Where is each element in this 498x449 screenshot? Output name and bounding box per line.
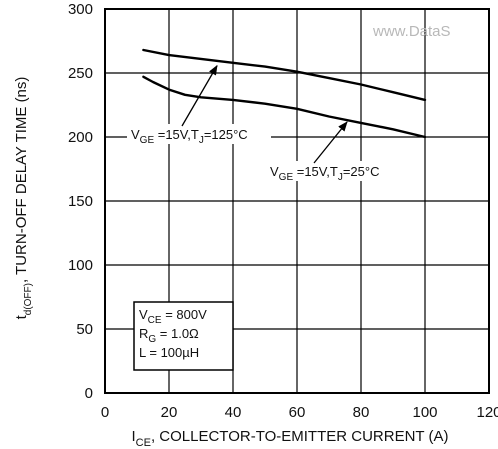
conditions-line-1-rest: = 800V bbox=[162, 307, 208, 322]
series-label-1-a: V bbox=[131, 127, 140, 142]
series-label-2-b-sub: J bbox=[338, 172, 343, 183]
x-axis-title-sub: CE bbox=[136, 437, 151, 449]
series-label-2-c: =25°C bbox=[343, 164, 380, 179]
y-tick-250: 250 bbox=[68, 65, 93, 82]
conditions-line-2-main: R bbox=[139, 326, 148, 341]
series-label-1-c: =125°C bbox=[204, 127, 248, 142]
y-tick-0: 0 bbox=[85, 385, 93, 402]
x-axis-title-main: I bbox=[132, 428, 136, 445]
plot-frame bbox=[104, 8, 490, 394]
y-axis-title-sub: d(OFF) bbox=[23, 283, 34, 315]
y-axis-title: td(OFF), TURN-OFF DELAY TIME (ns) bbox=[13, 77, 34, 320]
conditions-line-1-sub: CE bbox=[148, 315, 162, 326]
y-tick-labels: 0 50 100 150 200 250 300 bbox=[68, 1, 93, 402]
series-label-1-b-sub: J bbox=[199, 135, 204, 146]
watermark: www.DataS bbox=[372, 23, 451, 40]
series-arrow-2 bbox=[313, 121, 348, 164]
x-tick-20: 20 bbox=[161, 404, 178, 421]
conditions-line-3-main: L bbox=[139, 345, 146, 360]
x-axis-title-rest: , COLLECTOR-TO-EMITTER CURRENT (A) bbox=[151, 428, 449, 445]
series-label-1-bg bbox=[127, 124, 271, 144]
series-label-2-a-sub: GE bbox=[279, 172, 294, 183]
series-label-1: VGE =15V,TJ=125°C bbox=[131, 127, 248, 146]
conditions-line-1-main: V bbox=[139, 307, 148, 322]
conditions-line-1: VCE = 800V bbox=[139, 307, 207, 326]
conditions-line-2-rest: = 1.0Ω bbox=[156, 326, 199, 341]
conditions-line-2-sub: G bbox=[148, 334, 156, 345]
y-axis-title-rest: , TURN-OFF DELAY TIME (ns) bbox=[13, 77, 30, 283]
series-label-1-b: =15V,T bbox=[154, 127, 199, 142]
x-tick-labels: 0 20 40 60 80 100 120 bbox=[101, 404, 498, 421]
x-tick-40: 40 bbox=[225, 404, 242, 421]
y-axis-title-main: t bbox=[13, 314, 30, 319]
series-arrow-1 bbox=[181, 64, 218, 127]
series-label-2-a: V bbox=[270, 164, 279, 179]
x-tick-60: 60 bbox=[289, 404, 306, 421]
y-tick-100: 100 bbox=[68, 257, 93, 274]
x-tick-0: 0 bbox=[101, 404, 109, 421]
series-group bbox=[142, 48, 427, 139]
x-tick-100: 100 bbox=[412, 404, 437, 421]
conditions-box bbox=[133, 301, 234, 371]
series-line-1 bbox=[142, 48, 427, 102]
x-tick-80: 80 bbox=[353, 404, 370, 421]
y-tick-50: 50 bbox=[76, 321, 93, 338]
conditions-line-3-rest: = 100µH bbox=[146, 345, 199, 360]
conditions-line-2: RG = 1.0Ω bbox=[139, 326, 199, 345]
series-label-2: VGE =15V,TJ=25°C bbox=[270, 164, 379, 183]
x-axis-title: ICE, COLLECTOR-TO-EMITTER CURRENT (A) bbox=[132, 428, 449, 449]
y-tick-150: 150 bbox=[68, 193, 93, 210]
y-tick-300: 300 bbox=[68, 1, 93, 18]
series-label-2-bg bbox=[266, 161, 412, 181]
y-tick-200: 200 bbox=[68, 129, 93, 146]
conditions-line-3: L = 100µH bbox=[139, 345, 199, 360]
series-label-1-a-sub: GE bbox=[140, 135, 155, 146]
x-tick-120: 120 bbox=[476, 404, 498, 421]
series-line-2 bbox=[142, 75, 427, 139]
series-label-2-b: =15V,T bbox=[293, 164, 338, 179]
